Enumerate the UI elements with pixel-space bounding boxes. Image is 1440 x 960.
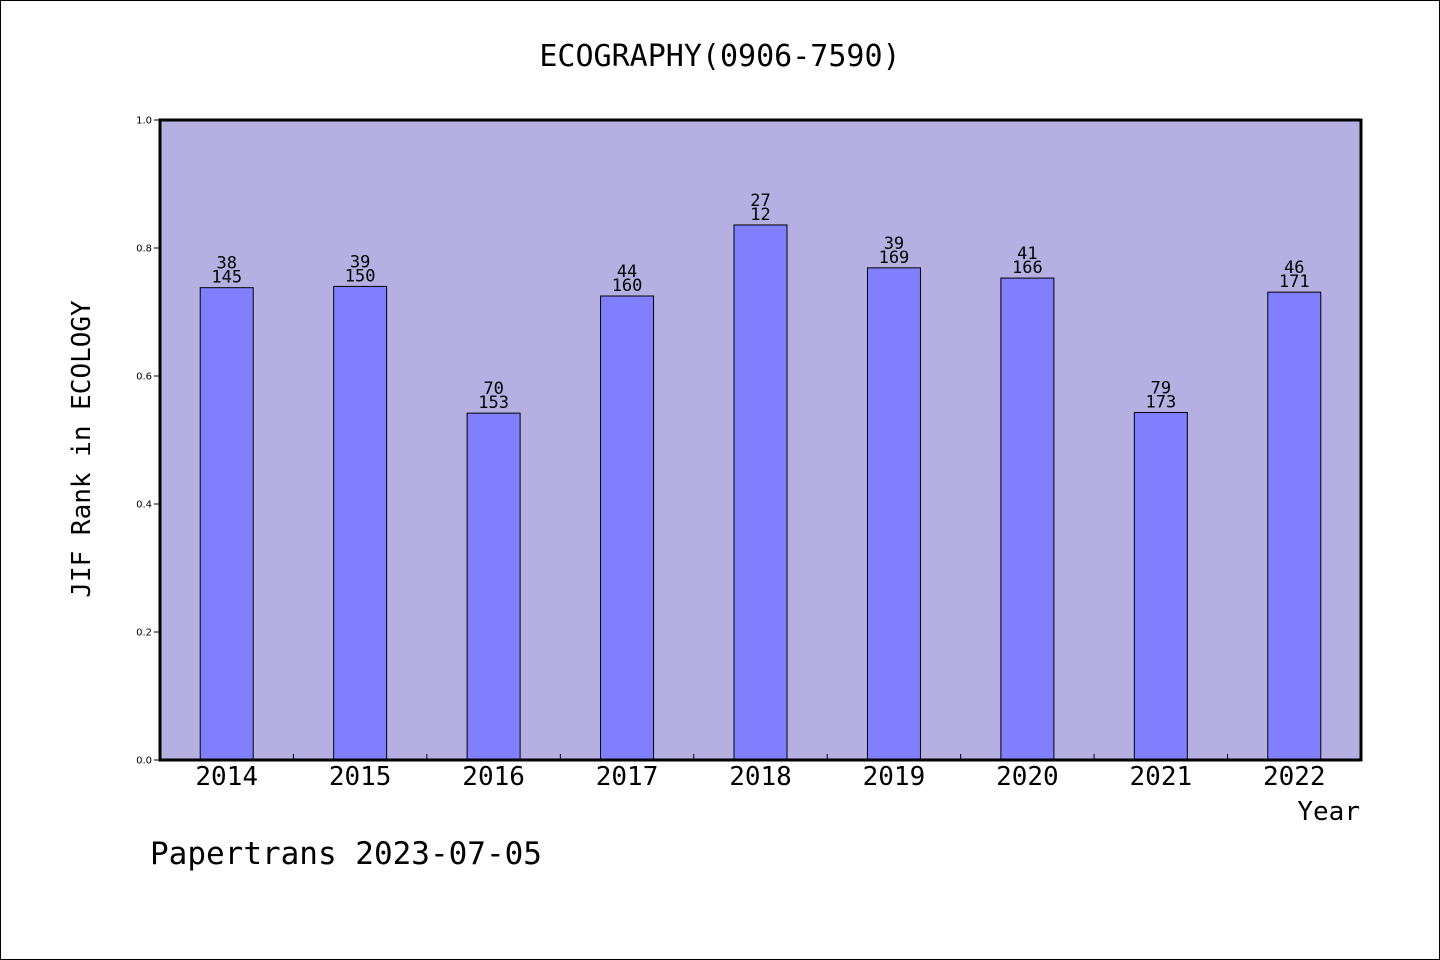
bar-2015	[333, 285, 388, 761]
bar-2019	[866, 267, 921, 761]
bar-rank-label: 39	[350, 252, 370, 272]
x-tick-label: 2021	[1130, 762, 1193, 792]
y-tick-label: 0.2	[136, 628, 152, 639]
bar-rank-label: 70	[483, 379, 503, 399]
bar-total-label: 153	[478, 393, 509, 413]
bar-2018	[733, 224, 788, 761]
bar-rank-label: 44	[617, 262, 637, 282]
bar-2022	[1267, 291, 1322, 761]
x-tick-label: 2018	[729, 762, 792, 792]
y-axis-label: JIF Rank in ECOLOGY	[67, 300, 97, 598]
bar-total-label: 166	[1012, 258, 1043, 278]
y-tick-label: 0.0	[136, 756, 152, 767]
x-tick-label: 2016	[462, 762, 525, 792]
x-tick-label: 2022	[1263, 762, 1326, 792]
bar-rank-label: 39	[884, 234, 904, 254]
y-tick-label: 0.8	[136, 244, 152, 255]
bar-2020	[1000, 277, 1055, 761]
footer-text: Papertrans 2023-07-05	[150, 836, 542, 872]
bar-2016	[466, 412, 521, 761]
bar-total-label: 12	[750, 205, 770, 225]
bar-rank-label: 38	[216, 254, 236, 274]
bar-rank-label: 46	[1284, 258, 1304, 278]
chart-title: ECOGRAPHY(0906-7590)	[539, 39, 900, 74]
bar-rank-label: 27	[750, 191, 770, 211]
bars	[199, 224, 1322, 761]
x-tick-label: 2014	[195, 762, 258, 792]
x-tick-label: 2017	[596, 762, 659, 792]
bar-total-label: 171	[1279, 272, 1310, 292]
x-tick-label: 2015	[329, 762, 392, 792]
bar-total-label: 145	[211, 268, 242, 288]
bar-total-label: 169	[879, 248, 910, 268]
bar-rank-label: 79	[1151, 378, 1171, 398]
y-tick-label: 0.6	[136, 372, 152, 383]
x-axis-ticks: 2014 2015 2016 2017 2018 2019 2020 2021 2022	[195, 754, 1326, 792]
y-axis-ticks: 0.0 0.2 0.4 0.6 0.8 1.0	[136, 116, 160, 767]
plot-border	[158, 118, 1363, 762]
x-axis-label: Year	[1297, 797, 1360, 827]
x-tick-label: 2019	[863, 762, 926, 792]
bar-rank-label: 41	[1017, 244, 1037, 264]
bar-total-label: 150	[345, 266, 376, 286]
x-tick-label: 2020	[996, 762, 1059, 792]
bar-total-label: 173	[1145, 392, 1176, 412]
y-tick-label: 1.0	[136, 116, 152, 127]
bar-2017	[600, 295, 655, 761]
y-tick-label: 0.4	[136, 500, 152, 511]
bar-total-label: 160	[612, 276, 643, 296]
bar-2014	[199, 287, 254, 761]
bar-2021	[1133, 411, 1188, 761]
